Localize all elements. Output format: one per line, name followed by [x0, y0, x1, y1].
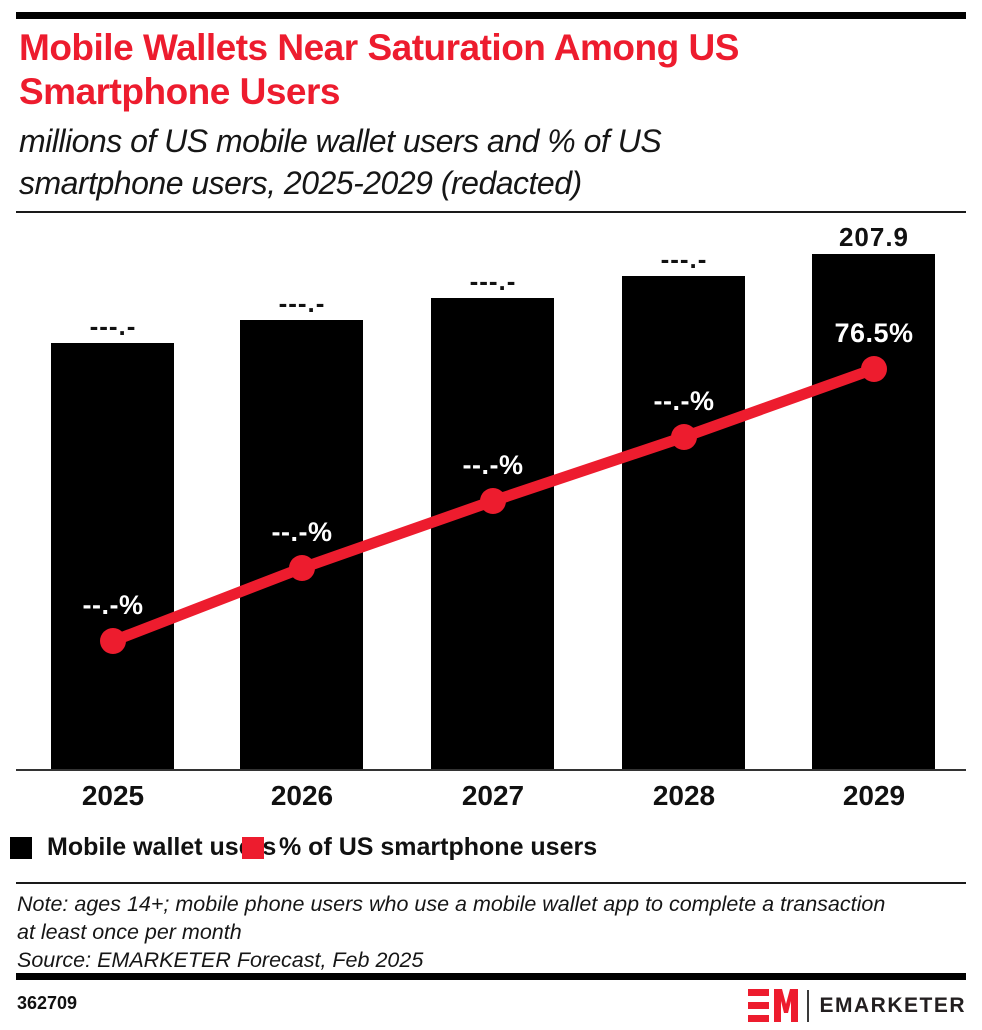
- logo-divider: [807, 990, 810, 1022]
- source-text: Source: EMARKETER Forecast, Feb 2025: [17, 948, 424, 972]
- bar-2028: [622, 276, 745, 770]
- bar-value-label-2027: ---.-: [469, 266, 517, 296]
- top-rule: [16, 12, 966, 19]
- legend-label-line: % of US smartphone users: [279, 833, 598, 861]
- brand-name: EMARKETER: [819, 994, 966, 1017]
- brand-logo: EMARKETER: [748, 987, 966, 1025]
- page-title: Mobile Wallets Near Saturation Among US …: [19, 26, 949, 114]
- footer-separator: [16, 882, 966, 884]
- note-line-1: Note: ages 14+; mobile phone users who u…: [17, 892, 886, 916]
- legend-item-pct-smartphone-users: % of US smartphone users: [242, 833, 597, 862]
- chart-id: 362709: [17, 993, 78, 1013]
- x-axis-label-2027: 2027: [461, 780, 525, 811]
- bottom-rule: [16, 973, 966, 980]
- line-value-label-2025: --.-%: [82, 590, 144, 620]
- bar-value-label-2028: ---.-: [660, 244, 708, 274]
- bar-value-label-2026: ---.-: [278, 288, 326, 318]
- subtitle-line-2: smartphone users, 2025-2029 (redacted): [19, 165, 582, 201]
- title-line-2: Smartphone Users: [19, 71, 341, 112]
- legend-swatch-bar: [10, 836, 32, 859]
- bar-value-label-2025: ---.-: [89, 311, 137, 341]
- bar-2025: [51, 343, 174, 770]
- legend: Mobile wallet users % of US smartphone u…: [10, 833, 966, 863]
- line-value-label-2027: --.-%: [462, 450, 524, 480]
- subtitle-line-1: millions of US mobile wallet users and %…: [19, 123, 662, 159]
- bar-2027: [431, 298, 554, 770]
- note-text: Note: ages 14+; mobile phone users who u…: [17, 890, 967, 946]
- line-value-label-2028: --.-%: [653, 386, 715, 416]
- note-line-2: at least once per month: [17, 920, 242, 944]
- bar-value-label-2029: 207.9: [838, 222, 910, 252]
- x-axis-label-2028: 2028: [652, 780, 716, 811]
- x-axis-label-2026: 2026: [270, 780, 334, 811]
- title-line-1: Mobile Wallets Near Saturation Among US: [19, 27, 739, 68]
- header-separator: [16, 211, 966, 213]
- line-value-label-2026: --.-%: [271, 517, 333, 547]
- chart-subtitle: millions of US mobile wallet users and %…: [19, 120, 949, 204]
- x-axis-label-2029: 2029: [842, 780, 906, 811]
- line-value-label-2029: 76.5%: [834, 318, 914, 348]
- legend-swatch-line: [242, 836, 264, 859]
- x-axis-label-2025: 2025: [81, 780, 145, 811]
- legend-label-bar: Mobile wallet users: [47, 833, 277, 861]
- legend-item-mobile-wallet-users: Mobile wallet users: [10, 833, 276, 862]
- x-axis-line: [16, 769, 966, 771]
- em-logo-icon: [748, 989, 799, 1022]
